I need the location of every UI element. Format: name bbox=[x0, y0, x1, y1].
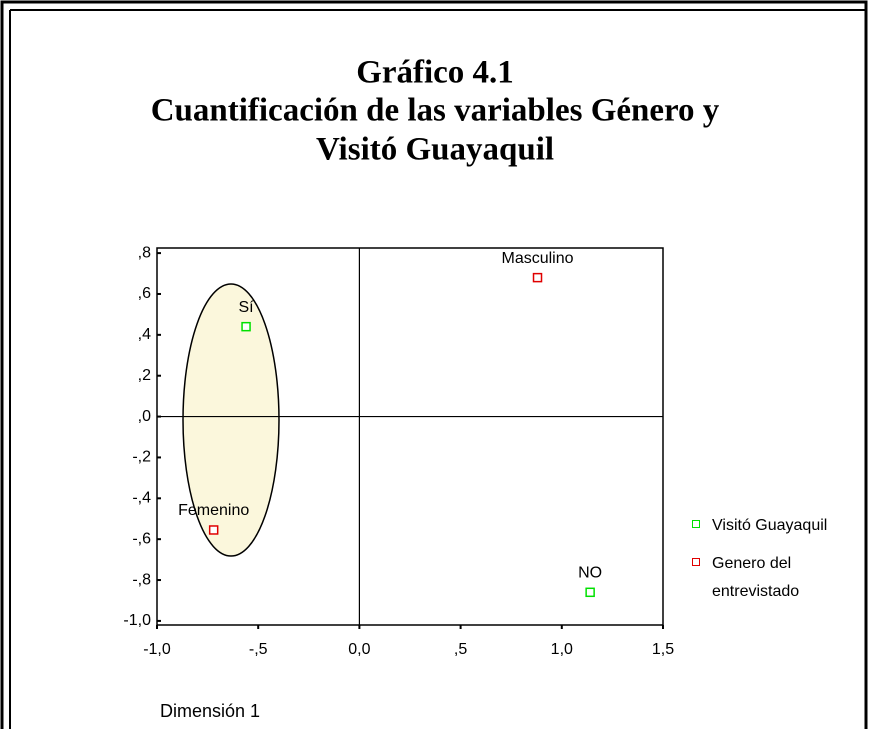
legend-item: Genero del entrevistado bbox=[692, 550, 862, 606]
point bbox=[208, 525, 219, 535]
point-label: Masculino bbox=[501, 250, 573, 267]
chart-title: Gráfico 4.1 bbox=[356, 55, 514, 91]
chart-title: Visitó Guayaquil bbox=[316, 132, 554, 168]
legend-swatch bbox=[692, 520, 700, 528]
chart-title: Cuantificación de las variables Género y bbox=[151, 93, 720, 129]
y-tick-label: ,6 bbox=[138, 285, 151, 302]
x-tick-label: 1,5 bbox=[652, 641, 674, 658]
legend-swatch bbox=[692, 558, 700, 566]
point-label: Sí bbox=[238, 299, 254, 316]
legend-item: Visitó Guayaquil bbox=[692, 512, 862, 540]
x-tick-label: 0,0 bbox=[348, 641, 370, 658]
y-tick-label: -,6 bbox=[132, 530, 151, 547]
point-label: Femenino bbox=[178, 502, 249, 519]
y-tick-label: -,2 bbox=[132, 449, 151, 466]
y-tick-label: -,8 bbox=[132, 571, 151, 588]
legend-label: Genero del entrevistado bbox=[712, 555, 800, 600]
y-tick-label: -,4 bbox=[132, 490, 151, 507]
highlight-ellipse bbox=[182, 283, 280, 557]
x-tick-label: 1,0 bbox=[551, 641, 573, 658]
y-tick-label: ,4 bbox=[138, 326, 151, 343]
point bbox=[241, 321, 251, 332]
y-tick-label: -1,0 bbox=[123, 612, 151, 629]
plot-area bbox=[156, 247, 664, 626]
point-label: NO bbox=[578, 565, 602, 582]
y-tick-label: ,0 bbox=[138, 408, 151, 425]
point bbox=[532, 272, 543, 283]
legend-label: Visitó Guayaquil bbox=[712, 517, 828, 534]
legend: Visitó Guayaquil Genero del entrevistado bbox=[692, 512, 862, 616]
x-axis-label: Dimensión 1 bbox=[160, 701, 260, 721]
x-tick-label: -,5 bbox=[249, 641, 268, 658]
x-tick-label: -1,0 bbox=[143, 641, 171, 658]
x-tick-label: ,5 bbox=[454, 641, 467, 658]
y-tick-label: ,2 bbox=[138, 367, 151, 384]
y-tick-label: ,8 bbox=[138, 244, 151, 261]
point bbox=[585, 587, 595, 598]
